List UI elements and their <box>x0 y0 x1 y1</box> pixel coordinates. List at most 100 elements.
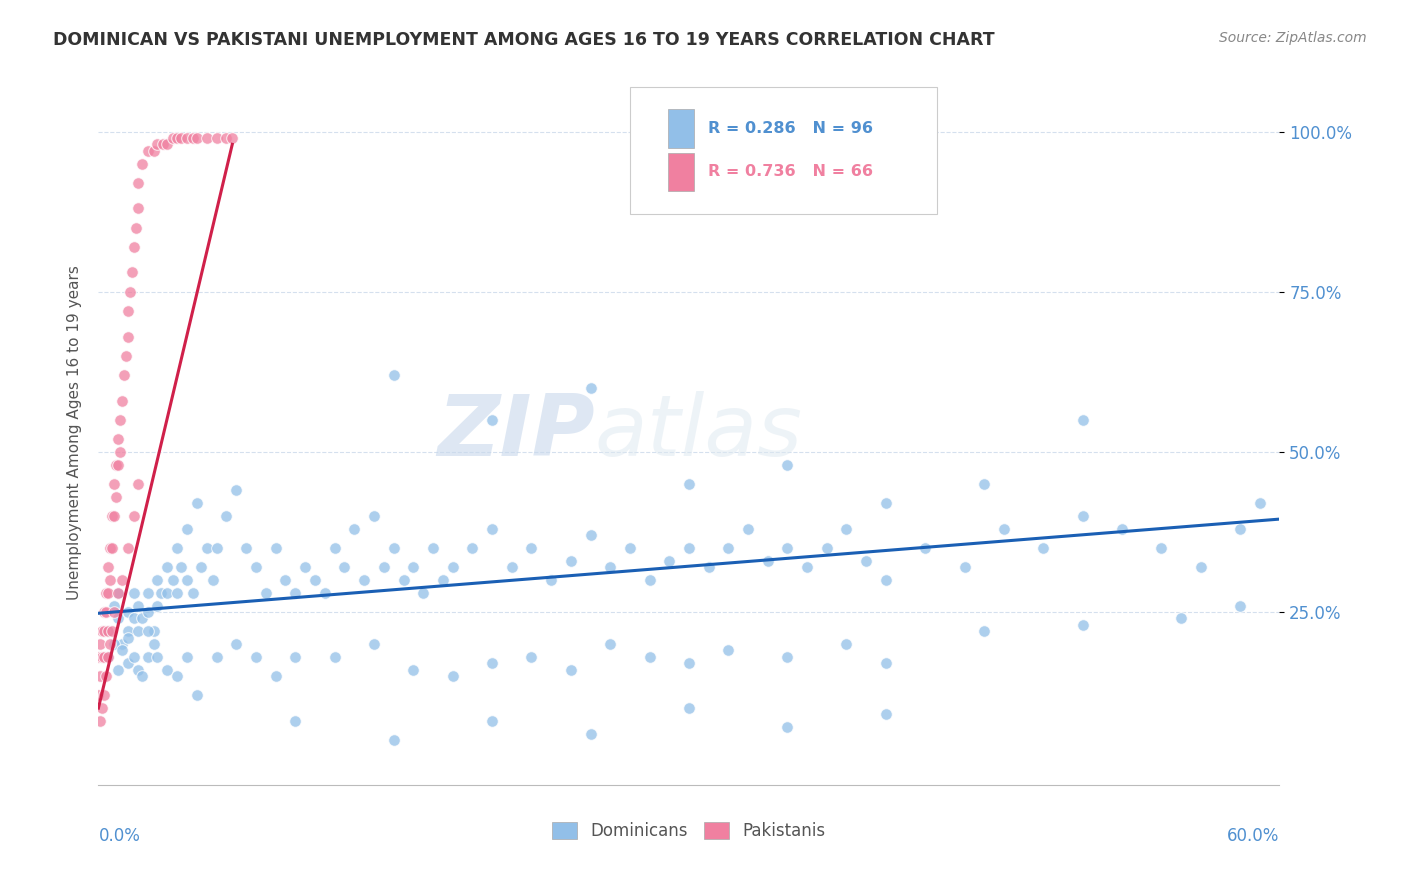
Point <box>117 541 139 555</box>
Point <box>1111 522 1133 536</box>
Point <box>93 605 115 619</box>
Point <box>142 637 165 651</box>
Point <box>146 137 169 152</box>
Point <box>481 657 503 671</box>
Point <box>146 573 169 587</box>
Point <box>520 541 543 555</box>
Y-axis label: Unemployment Among Ages 16 to 19 years: Unemployment Among Ages 16 to 19 years <box>66 265 82 600</box>
Point <box>461 541 484 555</box>
Point <box>98 637 121 651</box>
Point <box>96 669 118 683</box>
Point <box>87 649 110 664</box>
Point <box>373 560 395 574</box>
Point <box>97 649 120 664</box>
Point <box>96 586 118 600</box>
Point <box>127 624 149 639</box>
Point <box>166 541 188 555</box>
Point <box>166 586 188 600</box>
Point <box>97 624 120 639</box>
Point <box>264 541 287 555</box>
Point <box>91 649 114 664</box>
Point <box>117 304 139 318</box>
Point <box>98 573 121 587</box>
Point <box>108 445 131 459</box>
Point <box>111 637 134 651</box>
Point <box>432 573 454 587</box>
Point <box>835 522 858 536</box>
Point <box>412 586 434 600</box>
Point <box>103 599 125 613</box>
Point <box>737 522 759 536</box>
Point <box>107 458 129 472</box>
Point <box>756 554 779 568</box>
Point <box>914 541 936 555</box>
Point <box>127 599 149 613</box>
Point <box>402 663 425 677</box>
Point <box>107 586 129 600</box>
Point <box>93 688 115 702</box>
Text: 60.0%: 60.0% <box>1227 827 1279 846</box>
Point <box>181 586 204 600</box>
Point <box>156 663 179 677</box>
Point <box>97 560 120 574</box>
Point <box>170 560 193 574</box>
Point <box>560 554 582 568</box>
Point <box>117 329 139 343</box>
Point <box>176 573 198 587</box>
Point <box>93 624 115 639</box>
Point <box>363 508 385 523</box>
Point <box>1229 599 1251 613</box>
Point <box>97 649 120 664</box>
Point <box>205 541 228 555</box>
Point <box>973 624 995 639</box>
Point <box>678 476 700 491</box>
Point <box>131 156 153 170</box>
Point <box>101 541 124 555</box>
Point <box>579 727 602 741</box>
Point <box>136 649 159 664</box>
Point <box>115 349 138 363</box>
Point <box>186 496 208 510</box>
Point <box>136 586 159 600</box>
Point <box>121 265 143 279</box>
Point <box>107 432 129 446</box>
Point <box>382 541 405 555</box>
Point <box>441 669 464 683</box>
Point <box>235 541 257 555</box>
Point <box>156 560 179 574</box>
Point <box>274 573 297 587</box>
Point <box>201 573 224 587</box>
Point <box>122 611 145 625</box>
Point <box>117 605 139 619</box>
Point <box>205 131 228 145</box>
Point <box>131 669 153 683</box>
Point <box>107 586 129 600</box>
Point <box>87 688 110 702</box>
Point <box>638 649 661 664</box>
Point <box>125 220 148 235</box>
Point <box>103 476 125 491</box>
Text: atlas: atlas <box>595 391 803 475</box>
Point <box>221 131 243 145</box>
Point <box>215 508 238 523</box>
Point <box>176 649 198 664</box>
Point <box>122 508 145 523</box>
Point <box>304 573 326 587</box>
Point <box>225 637 247 651</box>
Point <box>560 663 582 677</box>
Point <box>875 573 897 587</box>
Point <box>599 637 621 651</box>
Point <box>973 476 995 491</box>
Point <box>638 573 661 587</box>
Point <box>441 560 464 574</box>
Point <box>1071 617 1094 632</box>
Point <box>103 605 125 619</box>
Bar <box>668 109 693 147</box>
Point <box>245 560 267 574</box>
Point <box>993 522 1015 536</box>
Point <box>186 688 208 702</box>
Point <box>107 663 129 677</box>
Point <box>1032 541 1054 555</box>
Point <box>875 657 897 671</box>
Point <box>112 368 135 382</box>
